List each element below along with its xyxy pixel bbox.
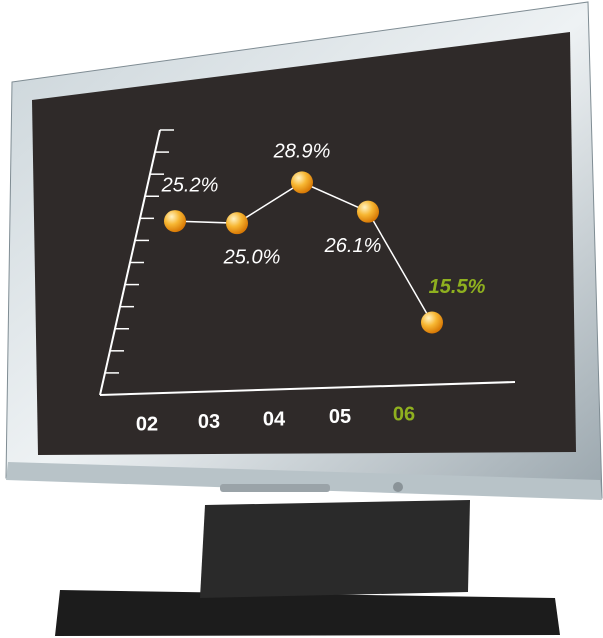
value-label: 25.2%	[161, 174, 219, 196]
x-tick-label: 04	[263, 408, 286, 430]
value-label: 28.9%	[273, 141, 331, 163]
point	[291, 171, 313, 194]
point	[357, 200, 379, 223]
x-tick-label: 03	[198, 411, 220, 433]
x-tick-label: 06	[393, 403, 415, 425]
monitor	[5, 1, 603, 636]
point	[164, 210, 186, 233]
point	[226, 212, 248, 235]
point	[421, 311, 443, 334]
x-tick-label: 05	[329, 406, 351, 428]
x-tick-label: 02	[136, 413, 158, 435]
value-label: 26.1%	[324, 235, 382, 257]
value-label: 25.0%	[223, 246, 281, 268]
value-label: 15.5%	[429, 276, 486, 298]
